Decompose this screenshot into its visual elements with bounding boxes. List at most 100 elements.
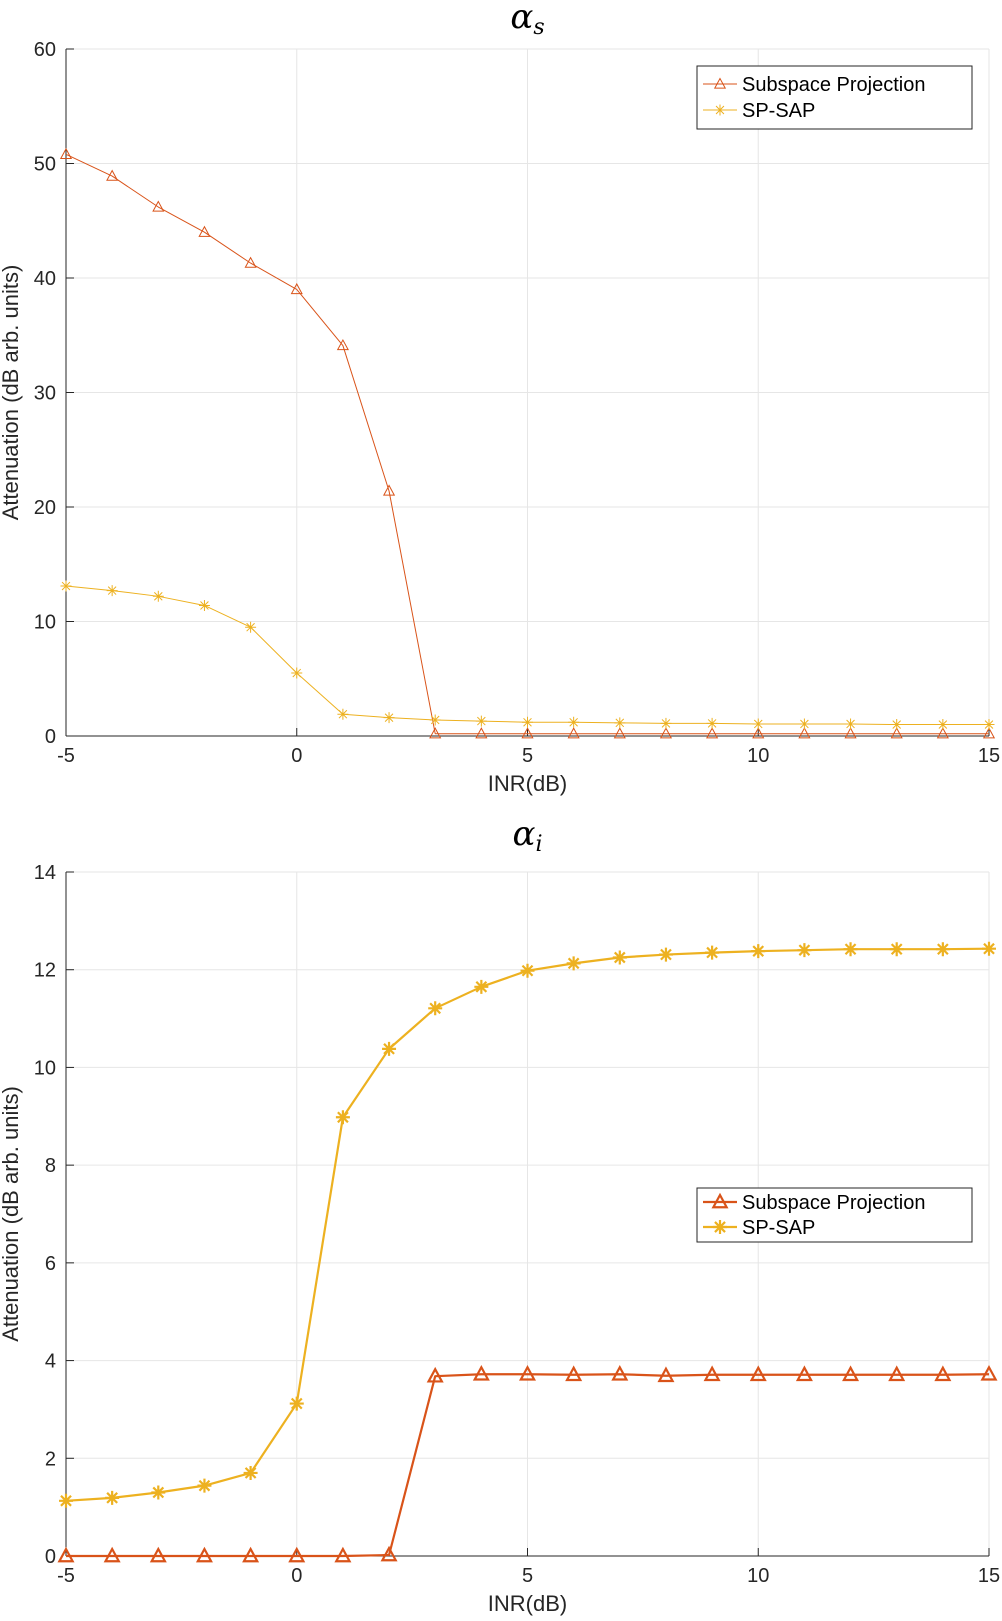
data-point — [982, 727, 996, 739]
data-point — [982, 941, 996, 956]
data-point — [337, 708, 349, 720]
data-point — [658, 947, 673, 962]
series-subspace-projection — [57, 1364, 998, 1563]
data-point — [151, 1485, 166, 1500]
data-point — [475, 715, 487, 727]
data-point — [382, 1041, 397, 1056]
data-point — [706, 727, 719, 739]
series-sp-sap — [60, 580, 995, 731]
data-point — [795, 1365, 813, 1382]
x-tick-label: 15 — [978, 1565, 1000, 1587]
x-tick-label: 10 — [747, 1565, 769, 1587]
data-point — [657, 1366, 675, 1383]
data-point — [798, 727, 811, 739]
data-point — [195, 1546, 213, 1563]
data-point — [474, 979, 489, 994]
y-tick-label: 4 — [45, 1351, 56, 1373]
legend: Subspace Projection SP-SAP — [696, 1187, 973, 1243]
data-point — [659, 727, 673, 739]
y-tick-label: 50 — [34, 154, 56, 176]
data-point — [198, 225, 211, 237]
y-tick-label: 14 — [34, 862, 56, 884]
data-point — [152, 590, 164, 602]
data-point — [288, 1546, 306, 1563]
data-point — [752, 727, 765, 739]
x-tick-label: -5 — [57, 745, 75, 767]
y-axis-label: Attenuation (dB arb. units) — [0, 1086, 23, 1342]
data-point — [429, 714, 441, 726]
data-point — [751, 944, 766, 959]
data-point — [983, 719, 995, 731]
y-tick-label: 6 — [45, 1253, 56, 1275]
data-point — [705, 945, 720, 960]
y-tick-label: 2 — [45, 1448, 56, 1470]
data-point — [152, 200, 165, 212]
x-tick-label: 0 — [291, 745, 302, 767]
data-point — [334, 1546, 352, 1563]
data-point — [521, 727, 534, 739]
data-point — [59, 1493, 73, 1508]
data-point — [842, 1365, 860, 1382]
series-line — [65, 153, 989, 735]
data-point — [611, 1364, 629, 1381]
data-point — [57, 1546, 75, 1563]
legend-box — [696, 1187, 973, 1243]
chart-title-subscript: s — [533, 15, 544, 40]
legend-marker — [713, 77, 727, 89]
chart-title: αi — [512, 814, 542, 857]
data-point — [567, 727, 580, 739]
data-point — [706, 717, 718, 729]
series-line — [66, 1373, 990, 1558]
data-point — [245, 621, 257, 633]
data-point — [335, 1110, 350, 1125]
x-tick-label: 10 — [747, 745, 769, 767]
data-point — [520, 963, 535, 978]
grid-lines — [65, 48, 990, 737]
data-point — [890, 727, 903, 739]
data-point — [60, 580, 72, 592]
legend-marker — [713, 1220, 727, 1234]
y-tick-label: 0 — [45, 726, 56, 748]
y-tick-label: 8 — [45, 1155, 56, 1177]
data-point — [472, 1364, 490, 1381]
data-point — [289, 1396, 304, 1411]
data-point — [889, 942, 904, 957]
data-point — [519, 1364, 536, 1381]
x-tick-label: 0 — [291, 1565, 302, 1587]
data-point — [845, 718, 857, 730]
chart-title-subscript: i — [535, 832, 542, 857]
x-tick-label: 5 — [522, 1565, 533, 1587]
x-tick-label: 15 — [978, 745, 1000, 767]
data-point — [59, 147, 73, 159]
y-tick-label: 0 — [45, 1546, 56, 1568]
chart-title: αs — [510, 0, 544, 40]
legend-entry: Subspace Projection — [703, 74, 925, 96]
y-tick-label: 40 — [34, 268, 56, 290]
data-point — [703, 1365, 721, 1382]
legend-box — [696, 65, 973, 130]
data-point — [242, 1546, 260, 1563]
data-point — [197, 1478, 212, 1493]
data-point — [797, 943, 812, 958]
data-point — [937, 719, 949, 731]
data-point — [290, 282, 303, 295]
y-axis-label: Attenuation (dB arb. units) — [0, 265, 23, 521]
x-axis-label: INR(dB) — [488, 1591, 567, 1616]
legend-label: SP-SAP — [742, 1217, 815, 1239]
data-point — [798, 718, 810, 730]
legend-entry: SP-SAP — [703, 100, 815, 122]
legend-label: SP-SAP — [742, 100, 815, 122]
y-tick-label: 30 — [34, 383, 56, 405]
legend-label: Subspace Projection — [742, 74, 925, 96]
legend-label: Subspace Projection — [742, 1192, 925, 1214]
data-point — [565, 1365, 583, 1382]
x-tick-label: 5 — [522, 745, 533, 767]
y-tick-label: 12 — [34, 960, 56, 982]
data-point — [149, 1546, 167, 1563]
data-point — [291, 667, 303, 679]
legend-entry: SP-SAP — [703, 1217, 815, 1239]
data-point — [749, 1365, 767, 1382]
data-point — [891, 719, 903, 731]
